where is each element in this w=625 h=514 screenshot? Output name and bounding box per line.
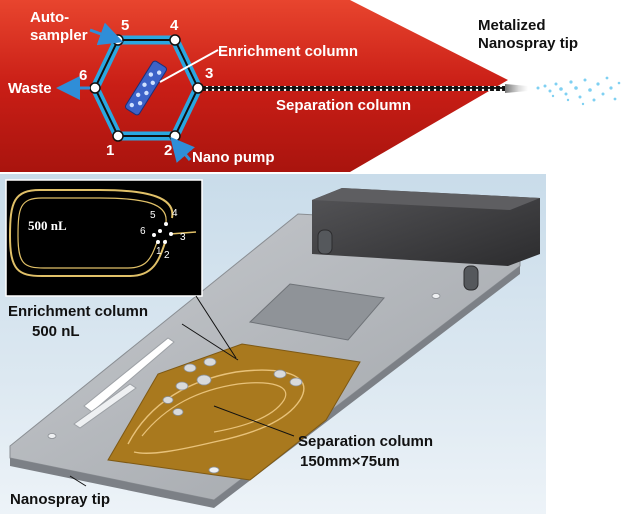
port-4 <box>169 34 181 46</box>
port-4-number: 4 <box>170 17 179 34</box>
waste-label: Waste <box>8 80 52 97</box>
auto-sampler-label-line2: sampler <box>30 27 88 44</box>
tip-label: Metalized <box>478 17 546 34</box>
inset-volume-label: 500 nL <box>28 218 67 233</box>
enrichment-column-cartridge <box>125 60 167 116</box>
housing-pin-left <box>317 229 333 255</box>
tip-label-line2: Nanospray tip <box>478 35 578 52</box>
chip-3d-panel: 500 nL 1 2 3 4 5 6 Enrichment column 500… <box>0 174 546 514</box>
port-3 <box>192 82 204 94</box>
inset-channel-loop <box>8 189 174 277</box>
inset-port-3: 3 <box>180 232 186 243</box>
separation-column-label: Separation column <box>298 433 433 450</box>
separation-dimensions-label: 150mm×75um <box>300 453 400 470</box>
inset-port-6: 6 <box>140 226 146 237</box>
port-2-number: 2 <box>164 142 172 159</box>
port-6 <box>89 82 101 94</box>
tip-leader <box>69 475 87 487</box>
nanospray-tip-shape <box>505 84 528 93</box>
separation-column-label: Separation column <box>276 97 411 114</box>
port-5 <box>112 34 124 46</box>
enrichment-volume-label: 500 nL <box>32 323 80 340</box>
inset-port-1: 1 <box>156 246 162 257</box>
spray-plume <box>536 76 621 106</box>
port-5-number: 5 <box>121 17 129 34</box>
port-1 <box>112 130 124 142</box>
autosampler-arrow <box>89 22 124 46</box>
enrichment-pointer <box>159 49 219 83</box>
separation-leader <box>213 405 295 437</box>
inset-leader <box>195 295 237 359</box>
enrichment-column-label: Enrichment column <box>218 43 358 60</box>
inset-box <box>5 179 203 297</box>
inset-port-5: 5 <box>150 210 156 221</box>
inset-port-2: 2 <box>164 250 170 261</box>
enrichment-column-label: Enrichment column <box>8 303 148 320</box>
separation-column-line <box>195 86 513 91</box>
auto-sampler-label: Auto- <box>30 9 69 26</box>
port-6-number: 6 <box>79 67 87 84</box>
port-2 <box>169 130 181 142</box>
enrichment-leader <box>181 323 239 361</box>
valve-schematic-panel: 1 2 3 4 5 6 Auto- sampler Waste Enrichme… <box>0 0 621 172</box>
channel-path <box>127 369 305 454</box>
nano-pump-arrow <box>170 136 195 163</box>
nano-pump-label: Nano pump <box>192 149 275 166</box>
side-slot <box>83 337 175 413</box>
housing-pin-right <box>463 265 479 291</box>
nanospray-tip-label: Nanospray tip <box>10 491 110 508</box>
port-3-number: 3 <box>205 65 213 82</box>
inset-port-4: 4 <box>172 208 178 219</box>
port-1-number: 1 <box>106 142 114 159</box>
chip-window <box>248 283 385 341</box>
